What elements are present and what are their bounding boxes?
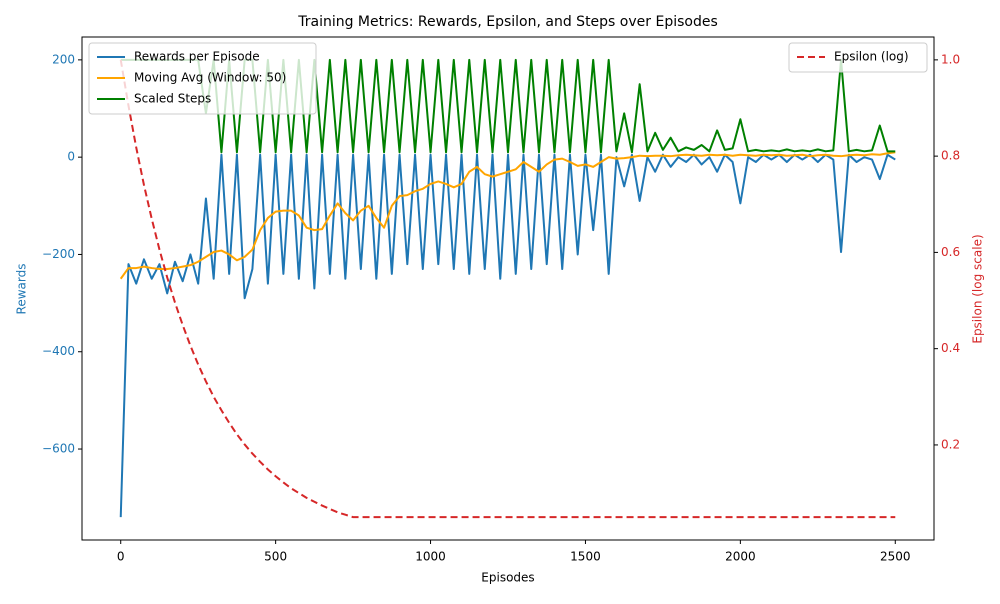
x-tick-label: 1000 bbox=[415, 550, 446, 564]
y-tick-label: −600 bbox=[42, 442, 75, 456]
y2-axis-label: Epsilon (log scale) bbox=[971, 234, 985, 343]
legend-box bbox=[788, 42, 928, 73]
y2-tick-label: 1.0 bbox=[941, 52, 960, 66]
y-tick-label: 0 bbox=[67, 150, 75, 164]
x-axis-label: Episodes bbox=[481, 571, 534, 585]
series-line bbox=[119, 153, 896, 518]
series-line bbox=[119, 59, 896, 519]
chart-title: Training Metrics: Rewards, Epsilon, and … bbox=[297, 14, 718, 30]
y2-tick-label: 0.2 bbox=[941, 437, 960, 451]
plot-lines bbox=[119, 58, 896, 519]
y-axis-label: Rewards bbox=[15, 264, 29, 315]
legend-label: Moving Avg (Window: 50) bbox=[134, 71, 286, 85]
y2-tick-label: 0.4 bbox=[941, 341, 960, 355]
series-line bbox=[119, 151, 896, 280]
y-tick-label: 200 bbox=[52, 52, 75, 66]
x-tick-label: 0 bbox=[117, 550, 125, 564]
y2-tick-label: 0.6 bbox=[941, 245, 960, 259]
y-tick-label: −400 bbox=[42, 344, 75, 358]
x-tick-label: 500 bbox=[264, 550, 287, 564]
legend-label: Scaled Steps bbox=[134, 92, 211, 106]
x-tick-label: 2000 bbox=[725, 550, 756, 564]
y2-tick-label: 0.8 bbox=[941, 149, 960, 163]
legend-box bbox=[88, 42, 317, 115]
y-tick-label: −200 bbox=[42, 247, 75, 261]
legend-label: Rewards per Episode bbox=[134, 50, 260, 64]
plot-frame bbox=[81, 36, 935, 541]
legend-label: Epsilon (log) bbox=[834, 50, 909, 64]
x-tick-label: 1500 bbox=[570, 550, 601, 564]
x-tick-label: 2500 bbox=[880, 550, 911, 564]
